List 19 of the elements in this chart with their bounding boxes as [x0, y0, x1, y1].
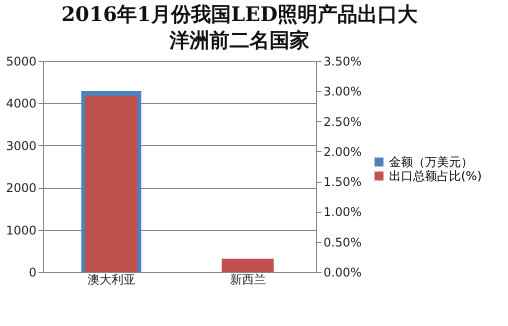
- legend-label: 出口总额占比(%): [389, 169, 482, 183]
- y2-tick-label: 0.00%: [324, 266, 362, 280]
- y-tick-label: 0: [28, 266, 36, 280]
- y2-tick-label: 3.00%: [324, 84, 362, 99]
- y2-tick-label: 0.50%: [324, 235, 362, 250]
- y2-tick-label: 1.00%: [324, 205, 362, 220]
- y2-tick-label: 2.00%: [324, 144, 362, 159]
- chart-title: 2016年1月份我国LED照明产品出口大洋洲前二名国家: [61, 2, 419, 52]
- y-tick-label: 1000: [6, 223, 36, 238]
- y-tick-label: 3000: [6, 138, 36, 153]
- y2-tick-label: 3.50%: [324, 54, 362, 68]
- legend-label: 金额（万美元）: [389, 155, 473, 169]
- y-tick-label: 2000: [6, 181, 36, 196]
- y2-tick-label: 1.50%: [324, 175, 362, 190]
- y2-tick-label: 2.50%: [324, 114, 362, 129]
- x-tick-label: 新西兰: [230, 272, 266, 286]
- y-tick-label: 4000: [6, 96, 36, 111]
- x-tick-label: 澳大利亚: [87, 272, 136, 286]
- y-tick-label: 5000: [6, 54, 36, 68]
